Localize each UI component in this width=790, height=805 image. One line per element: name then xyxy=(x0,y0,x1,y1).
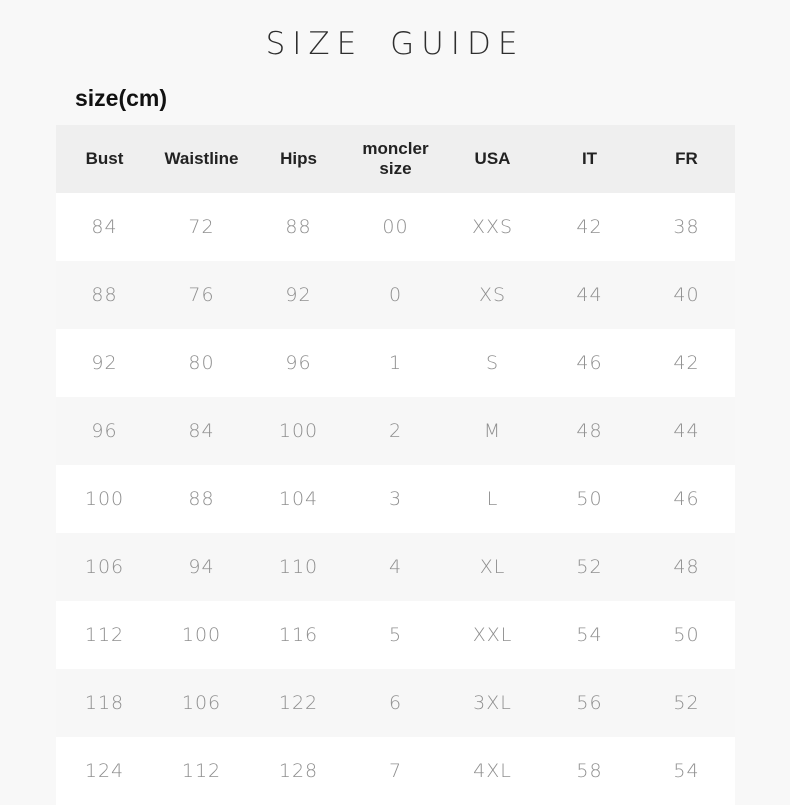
table-cell: 112 xyxy=(181,760,222,782)
column-header: Bust xyxy=(85,149,124,168)
table-row: 118 106 122 6 3XL 56 52 xyxy=(56,669,735,737)
table-row: 84 72 88 00 XXS 42 38 xyxy=(56,193,735,261)
column-header: IT xyxy=(581,149,598,168)
table-cell: 54 xyxy=(673,760,700,782)
table-cell: 106 xyxy=(84,556,125,578)
table-cell: 100 xyxy=(278,420,319,442)
table-cell: 124 xyxy=(84,760,125,782)
table-cell: 96 xyxy=(91,420,118,442)
table-cell: 1 xyxy=(388,352,403,374)
table-cell: 52 xyxy=(673,692,700,714)
table-cell: 54 xyxy=(576,624,603,646)
table-body: 84 72 88 00 XXS 42 38 88 76 92 0 XS 44 40 92 80 96 1 S 46 42… xyxy=(56,193,735,805)
table-cell: 44 xyxy=(576,284,603,306)
table-cell: XXL xyxy=(472,624,513,646)
table-cell: 5 xyxy=(388,624,403,646)
table-cell: 0 xyxy=(388,284,403,306)
table-cell: 2 xyxy=(388,420,403,442)
table-cell: 58 xyxy=(576,760,603,782)
table-cell: 110 xyxy=(278,556,319,578)
table-cell: 38 xyxy=(673,216,700,238)
table-cell: 50 xyxy=(576,488,603,510)
table-cell: XS xyxy=(478,284,507,306)
table-cell: 4 xyxy=(388,556,403,578)
table-cell: 84 xyxy=(188,420,215,442)
table-cell: 76 xyxy=(188,284,215,306)
table-cell: 116 xyxy=(278,624,319,646)
table-cell: L xyxy=(486,488,499,510)
size-table: Bust Waistline Hips moncler size USA IT FR 84 7… xyxy=(56,125,735,805)
table-cell: 44 xyxy=(673,420,700,442)
table-cell: 122 xyxy=(278,692,319,714)
table-cell: 128 xyxy=(278,760,319,782)
table-cell: 94 xyxy=(188,556,215,578)
table-cell: 92 xyxy=(285,284,312,306)
table-row: 124 112 128 7 4XL 58 54 xyxy=(56,737,735,805)
table-cell: 88 xyxy=(285,216,312,238)
table-cell: 112 xyxy=(84,624,125,646)
table-cell: 100 xyxy=(84,488,125,510)
column-header: FR xyxy=(675,149,698,168)
table-cell: 88 xyxy=(91,284,118,306)
table-cell: 72 xyxy=(188,216,215,238)
table-cell: 40 xyxy=(673,284,700,306)
table-cell: 46 xyxy=(576,352,603,374)
column-header: USA xyxy=(474,149,511,168)
table-cell: 88 xyxy=(188,488,215,510)
table-cell: 52 xyxy=(576,556,603,578)
table-row: 112 100 116 5 XXL 54 50 xyxy=(56,601,735,669)
table-cell: 42 xyxy=(576,216,603,238)
table-cell: S xyxy=(485,352,500,374)
table-cell: XXS xyxy=(471,216,514,238)
table-cell: 42 xyxy=(673,352,700,374)
table-cell: 46 xyxy=(673,488,700,510)
table-cell: 56 xyxy=(576,692,603,714)
table-cell: 48 xyxy=(576,420,603,442)
table-cell: 106 xyxy=(181,692,222,714)
table-cell: 84 xyxy=(91,216,118,238)
table-cell: 50 xyxy=(673,624,700,646)
table-row: 88 76 92 0 XS 44 40 xyxy=(56,261,735,329)
table-cell: 4XL xyxy=(473,760,512,782)
table-cell: 100 xyxy=(181,624,222,646)
table-cell: 118 xyxy=(84,692,125,714)
table-cell: 96 xyxy=(285,352,312,374)
table-cell: 104 xyxy=(278,488,319,510)
column-header: Waistline xyxy=(164,149,239,168)
table-cell: 3 xyxy=(388,488,403,510)
table-cell: 92 xyxy=(91,352,118,374)
table-cell: M xyxy=(483,420,502,442)
column-header: moncler size xyxy=(362,139,429,178)
table-header-row: Bust Waistline Hips moncler size USA IT FR xyxy=(56,125,735,193)
table-cell: 00 xyxy=(382,216,409,238)
page-title: SIZE GUIDE xyxy=(265,26,525,62)
table-cell: 6 xyxy=(388,692,403,714)
table-cell: 48 xyxy=(673,556,700,578)
unit-label: size(cm) xyxy=(75,85,168,111)
table-cell: XL xyxy=(479,556,506,578)
table-row: 96 84 100 2 M 48 44 xyxy=(56,397,735,465)
table-row: 106 94 110 4 XL 52 48 xyxy=(56,533,735,601)
table-cell: 80 xyxy=(188,352,215,374)
table-row: 92 80 96 1 S 46 42 xyxy=(56,329,735,397)
table-row: 100 88 104 3 L 50 46 xyxy=(56,465,735,533)
table-cell: 3XL xyxy=(473,692,512,714)
column-header: Hips xyxy=(280,149,317,168)
table-cell: 7 xyxy=(388,760,403,782)
